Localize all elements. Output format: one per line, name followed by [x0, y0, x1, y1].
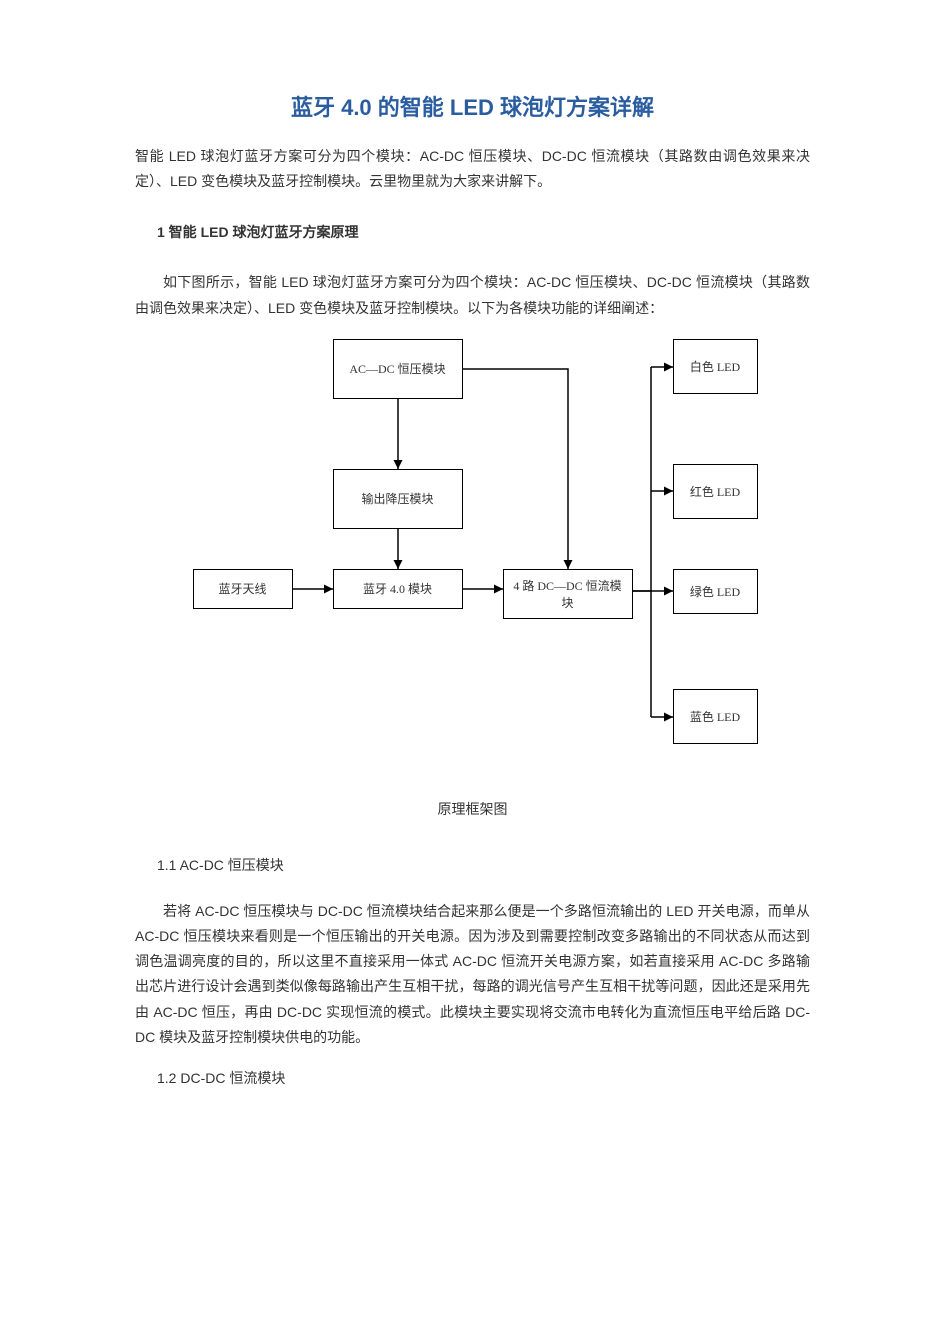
subheading-1-1: 1.1 AC-DC 恒压模块 — [157, 855, 810, 875]
page-title: 蓝牙 4.0 的智能 LED 球泡灯方案详解 — [135, 90, 810, 122]
node-label: 蓝牙天线 — [218, 580, 266, 597]
intro-paragraph: 智能 LED 球泡灯蓝牙方案可分为四个模块：AC-DC 恒压模块、DC-DC 恒… — [135, 144, 810, 194]
node-label: 红色 LED — [690, 483, 740, 500]
paragraph-1: 如下图所示，智能 LED 球泡灯蓝牙方案可分为四个模块：AC-DC 恒压模块、D… — [135, 270, 810, 320]
node-label: 白色 LED — [690, 358, 740, 375]
node-label: 输出降压模块 — [361, 490, 433, 507]
diagram-caption: 原理框架图 — [135, 799, 810, 819]
node-label: 4 路 DC—DC 恒流模块 — [508, 577, 628, 611]
node-acdc: AC—DC 恒压模块 — [333, 339, 463, 399]
node-bt: 蓝牙 4.0 模块 — [333, 569, 463, 609]
node-blue: 蓝色 LED — [673, 689, 758, 744]
node-label: 蓝色 LED — [690, 708, 740, 725]
node-green: 绿色 LED — [673, 569, 758, 614]
node-white: 白色 LED — [673, 339, 758, 394]
flowchart-diagram: AC—DC 恒压模块 输出降压模块 蓝牙天线 蓝牙 4.0 模块 4 路 DC—… — [183, 339, 763, 769]
subheading-1-2: 1.2 DC-DC 恒流模块 — [157, 1068, 810, 1088]
node-step: 输出降压模块 — [333, 469, 463, 529]
node-label: AC—DC 恒压模块 — [349, 360, 445, 377]
paragraph-2: 若将 AC-DC 恒压模块与 DC-DC 恒流模块结合起来那么便是一个多路恒流输… — [135, 899, 810, 1050]
node-dcdc: 4 路 DC—DC 恒流模块 — [503, 569, 633, 619]
section-1-heading: 1 智能 LED 球泡灯蓝牙方案原理 — [157, 222, 810, 242]
node-label: 蓝牙 4.0 模块 — [363, 580, 432, 597]
node-ant: 蓝牙天线 — [193, 569, 293, 609]
node-red: 红色 LED — [673, 464, 758, 519]
node-label: 绿色 LED — [690, 583, 740, 600]
